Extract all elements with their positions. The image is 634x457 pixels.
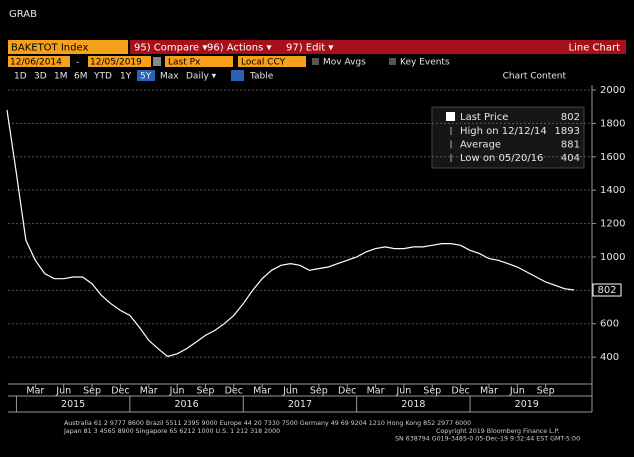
legend-stat-value: 881 (561, 140, 580, 151)
view-name: Line Chart (569, 43, 621, 54)
window-title: GRAB (9, 9, 37, 20)
start-date[interactable]: 12/06/2014 (10, 58, 62, 68)
y-tick-label: 400 (600, 352, 619, 363)
price-field[interactable]: Last Px (168, 58, 201, 68)
legend-swatch (446, 112, 455, 121)
y-tick-label: 600 (600, 319, 619, 330)
legend-value: 802 (561, 112, 580, 123)
year-label: 2017 (288, 399, 312, 410)
checkbox-label[interactable]: Mov Avgs (323, 58, 366, 68)
end-date-box[interactable] (88, 56, 151, 67)
checkbox-label[interactable]: Key Events (400, 58, 450, 68)
chart-icon[interactable] (231, 70, 244, 81)
currency[interactable]: Local CCY (241, 58, 286, 68)
year-label: 2015 (61, 399, 85, 410)
x-tick-label: Jun (55, 386, 71, 397)
footer-line: Australia 61 2 9777 8600 Brazil 5511 239… (64, 420, 471, 427)
menu-bar (130, 40, 626, 54)
security[interactable]: BAKETOT Index (11, 43, 88, 54)
legend-stat-label: High on 12/12/14 (460, 126, 547, 137)
x-tick-label: Sep (310, 386, 328, 397)
range-button[interactable]: 1D (14, 72, 27, 82)
checkbox[interactable] (312, 58, 319, 65)
x-tick-label: Mar (26, 386, 44, 397)
range-active (137, 70, 155, 81)
year-label: 2016 (174, 399, 198, 410)
currency-box[interactable] (238, 56, 306, 67)
year-label: 2019 (515, 399, 539, 410)
legend-stat-value: 1893 (555, 126, 580, 137)
range-button[interactable]: YTD (93, 72, 112, 82)
x-tick-label: Mar (140, 386, 158, 397)
menu-item[interactable]: 97) Edit ▾ (286, 43, 333, 54)
y-tick-label: 1600 (600, 152, 625, 163)
price-box[interactable] (165, 56, 233, 67)
table-button[interactable]: Table (249, 72, 274, 82)
x-tick-label: Jun (395, 386, 411, 397)
x-tick-label: Mar (480, 386, 498, 397)
legend-stat-value: 404 (561, 153, 580, 164)
range-button[interactable]: 1M (54, 72, 68, 82)
security-box[interactable] (8, 40, 128, 54)
legend-label: Last Price (460, 112, 508, 123)
checkbox[interactable] (389, 58, 396, 65)
menu-item[interactable]: 96) Actions ▾ (207, 43, 272, 54)
x-tick-label: Dec (111, 386, 129, 397)
x-tick-label: Sep (83, 386, 101, 397)
y-tick-label: 1800 (600, 118, 625, 129)
calendar-icon[interactable] (153, 57, 161, 66)
menu-item[interactable]: 95) Compare ▾ (134, 43, 207, 54)
start-date-box[interactable] (8, 56, 70, 67)
x-tick-label: Jun (169, 386, 185, 397)
x-tick-label: Dec (338, 386, 356, 397)
x-tick-label: Sep (423, 386, 441, 397)
chart-content[interactable]: Chart Content (503, 72, 567, 82)
x-tick-label: Mar (253, 386, 271, 397)
footer-line: Japan 81 3 4565 8900 Singapore 65 6212 1… (63, 428, 280, 435)
range-button[interactable]: 6M (74, 72, 88, 82)
legend-stat-label: Low on 05/20/16 (460, 153, 543, 164)
x-tick-label: Sep (196, 386, 214, 397)
frequency[interactable]: Daily ▾ (186, 72, 217, 82)
y-tick-label: 1000 (600, 252, 625, 263)
footer-line: Copyright 2019 Bloomberg Finance L.P. (436, 428, 559, 435)
x-tick-label: Mar (367, 386, 385, 397)
range-button[interactable]: 1Y (120, 72, 132, 82)
y-tick-label: 2000 (600, 85, 625, 96)
x-tick-label: Sep (537, 386, 555, 397)
x-tick-label: Dec (225, 386, 243, 397)
x-tick-label: Jun (509, 386, 525, 397)
year-label: 2018 (401, 399, 425, 410)
last-value-label: 802 (597, 285, 616, 296)
legend-box (431, 106, 585, 169)
range-button[interactable]: 3D (34, 72, 47, 82)
legend-stat-label: Average (460, 140, 501, 151)
end-date[interactable]: 12/05/2019 (90, 58, 142, 68)
date-dash: - (76, 58, 79, 68)
x-tick-label: Jun (282, 386, 298, 397)
last-value-flag (592, 283, 622, 297)
range-button[interactable]: 5Y (140, 72, 152, 82)
price-line (6, 109, 575, 358)
footer-line: SN 638794 G019-3485-0 05-Dec-19 9:32:44 … (395, 436, 580, 443)
range-button[interactable]: Max (160, 72, 179, 82)
y-tick-label: 1400 (600, 185, 625, 196)
x-tick-label: Dec (451, 386, 469, 397)
y-tick-label: 1200 (600, 219, 625, 230)
